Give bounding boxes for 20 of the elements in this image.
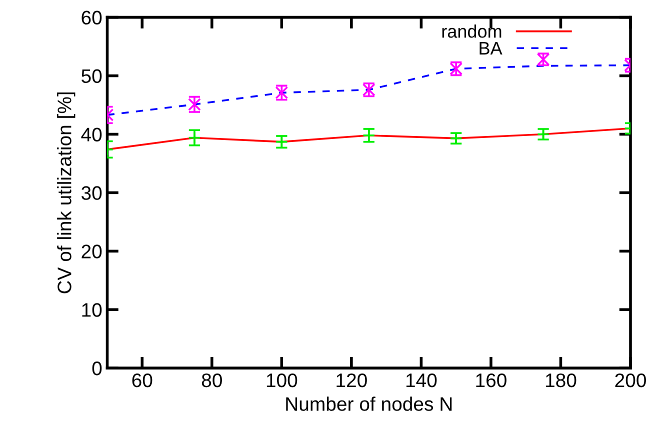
y-tick-label: 50 — [82, 69, 102, 84]
y-tick-label: 0 — [92, 362, 102, 376]
x-tick-label: 160 — [476, 373, 506, 388]
x-tick-label: 180 — [546, 373, 576, 388]
legend-label: random — [442, 24, 502, 38]
x-tick-label: 140 — [406, 373, 437, 388]
x-tick-label: 200 — [615, 373, 646, 388]
y-tick-label: 10 — [82, 303, 102, 317]
y-axis-title: CV of link utilization [%] — [57, 92, 76, 294]
x-tick-label: 60 — [132, 373, 152, 388]
legend-label: BA — [480, 42, 502, 54]
line-series — [107, 64, 630, 116]
x-tick-label: 80 — [202, 373, 222, 388]
y-tick-label: 60 — [82, 10, 102, 25]
y-tick-label: 30 — [82, 186, 102, 200]
x-tick-label: 100 — [266, 373, 298, 388]
y-tick-label: 40 — [81, 128, 102, 142]
x-axis-title: Number of nodes N — [286, 396, 452, 411]
x-tick-label: 120 — [336, 373, 367, 388]
y-tick-label: 20 — [82, 244, 102, 258]
